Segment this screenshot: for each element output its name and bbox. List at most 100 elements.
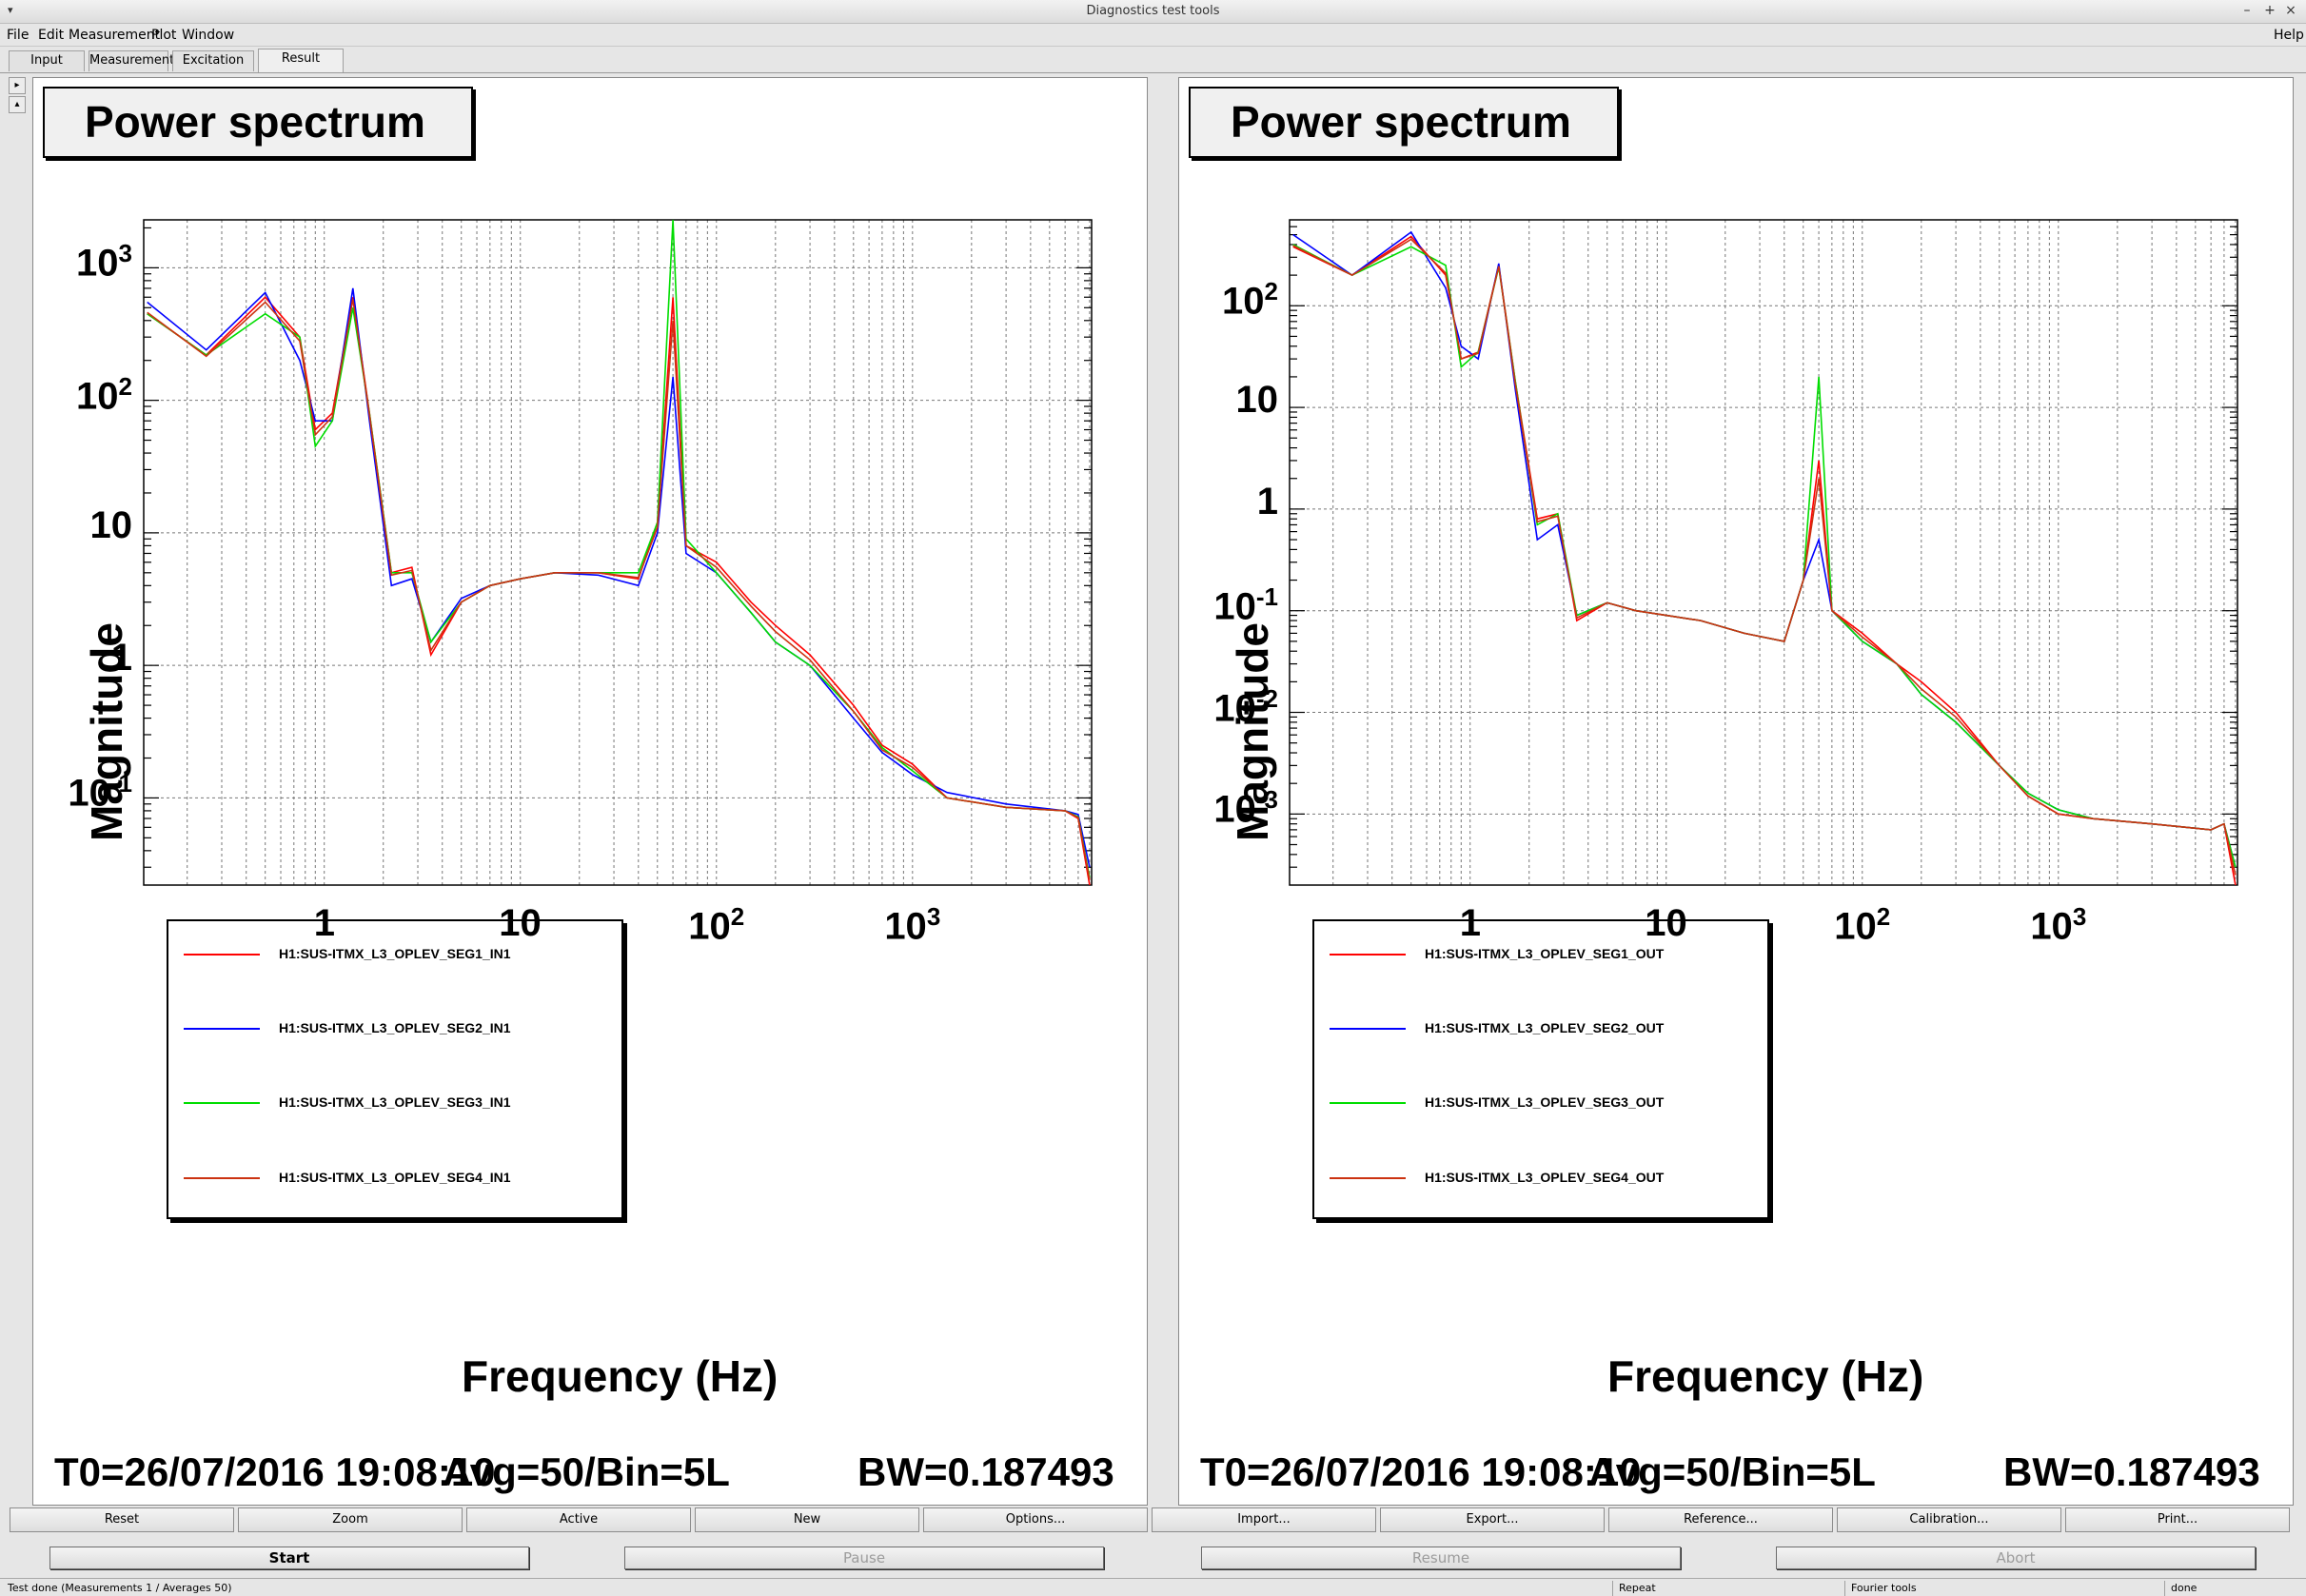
footer-avg: Avg=50/Bin=5L [443,1449,730,1494]
y-tick-label: 1 [110,637,132,680]
legend-swatch [1330,1028,1406,1030]
pad-scroll-right-icon[interactable]: ▸ [9,77,26,94]
spectrum-plot-right[interactable] [1179,78,2295,1507]
print-button[interactable]: Print... [2065,1507,2290,1532]
plot-title: Power spectrum [43,87,473,158]
x-tick-label: 10 [1645,902,1687,944]
footer-bw: BW=0.187493 [2003,1449,2260,1494]
window-title: Diagnostics test tools [1086,4,1220,18]
new-button[interactable]: New [695,1507,919,1532]
tab-result[interactable]: Result [258,49,344,72]
series-line [1292,238,2237,876]
legend-label: H1:SUS-ITMX_L3_OPLEV_SEG4_IN1 [279,1170,511,1185]
x-tick-label: 1 [1459,902,1481,944]
legend-swatch [184,1177,260,1179]
series-line [1292,230,2237,868]
pause-button[interactable]: Pause [624,1547,1104,1569]
menu-edit[interactable]: Edit [38,28,65,43]
maximize-icon[interactable]: + [2264,3,2276,18]
y-tick-label: 1 [1256,480,1278,522]
status-bar: Test done (Measurements 1 / Averages 50)… [0,1578,2306,1596]
legend-item: H1:SUS-ITMX_L3_OPLEV_SEG2_IN1 [168,1015,621,1043]
active-button[interactable]: Active [466,1507,691,1532]
footer-t0: T0=26/07/2016 19:08:10 [54,1449,496,1494]
plot-grid [144,220,1092,885]
import-button[interactable]: Import... [1152,1507,1376,1532]
y-axis-title: Magnitude [82,622,131,841]
resume-button[interactable]: Resume [1201,1547,1681,1569]
window-menu-icon[interactable]: ▾ [8,4,13,16]
legend[interactable]: H1:SUS-ITMX_L3_OPLEV_SEG1_IN1 H1:SUS-ITM… [167,919,623,1219]
plot-frame [143,219,1093,886]
plot-panel-right[interactable]: Power spectrum Magnitude Frequency (Hz) … [1178,77,2294,1506]
status-fourier: Fourier tools [1844,1581,2162,1596]
legend-swatch [1330,1177,1406,1179]
tab-excitation[interactable]: Excitation [172,50,254,71]
footer-avg: Avg=50/Bin=5L [1588,1449,1876,1494]
legend-item: H1:SUS-ITMX_L3_OPLEV_SEG2_OUT [1314,1015,1767,1043]
legend[interactable]: H1:SUS-ITMX_L3_OPLEV_SEG1_OUT H1:SUS-ITM… [1312,919,1769,1219]
options-button[interactable]: Options... [923,1507,1148,1532]
start-button[interactable]: Start [49,1547,529,1569]
series-line [1292,235,2237,885]
status-message: Test done (Measurements 1 / Averages 50) [8,1582,232,1594]
reference-button[interactable]: Reference... [1608,1507,1833,1532]
spectrum-plot-left[interactable] [33,78,1149,1507]
legend-label: H1:SUS-ITMX_L3_OPLEV_SEG3_IN1 [279,1094,511,1110]
legend-label: H1:SUS-ITMX_L3_OPLEV_SEG1_IN1 [279,946,511,961]
series-line [147,296,1091,885]
menu-bar: File Edit Measurement Plot Window Help [0,24,2306,47]
y-tick-label: 10-3 [1213,785,1278,831]
minimize-icon[interactable]: – [2243,3,2251,18]
x-tick-label: 102 [1834,902,1891,948]
pad-scroll-up-icon[interactable]: ▴ [9,96,26,113]
legend-swatch [184,954,260,956]
x-axis-title: Frequency (Hz) [462,1351,779,1401]
y-tick-label: 102 [1222,277,1278,323]
pad-splitter[interactable] [1150,77,1176,1506]
x-tick-label: 10 [499,902,542,944]
menu-help[interactable]: Help [2274,28,2304,43]
y-tick-label: 10 [89,503,133,546]
legend-label: H1:SUS-ITMX_L3_OPLEV_SEG1_OUT [1425,946,1665,961]
plot-toolbar: Reset Zoom Active New Options... Import.… [0,1507,2306,1534]
legend-label: H1:SUS-ITMX_L3_OPLEV_SEG3_OUT [1425,1094,1665,1110]
export-button[interactable]: Export... [1380,1507,1605,1532]
y-tick-label: 103 [76,239,132,285]
series-line [147,287,1091,868]
tab-measurement[interactable]: Measurement [89,50,174,71]
legend-item: H1:SUS-ITMX_L3_OPLEV_SEG4_OUT [1314,1164,1767,1192]
plot-panel-left[interactable]: Power spectrum Magnitude Frequency (Hz) … [32,77,1148,1506]
plot-grid [1290,220,2237,885]
y-tick-label: 10-1 [68,769,132,815]
tab-input[interactable]: Input [9,50,85,71]
menu-plot[interactable]: Plot [151,28,177,43]
legend-item: H1:SUS-ITMX_L3_OPLEV_SEG3_IN1 [168,1089,621,1117]
plot-frame [1289,219,2238,886]
menu-file[interactable]: File [7,28,30,43]
menu-window[interactable]: Window [182,28,235,43]
legend-label: H1:SUS-ITMX_L3_OPLEV_SEG2_IN1 [279,1020,511,1035]
y-tick-label: 102 [76,371,132,417]
close-icon[interactable]: × [2285,3,2296,18]
legend-swatch [184,1028,260,1030]
legend-item: H1:SUS-ITMX_L3_OPLEV_SEG3_OUT [1314,1089,1767,1117]
abort-button[interactable]: Abort [1776,1547,2256,1569]
reset-button[interactable]: Reset [10,1507,234,1532]
footer-t0: T0=26/07/2016 19:08:10 [1200,1449,1642,1494]
legend-swatch [1330,1102,1406,1104]
zoom-button[interactable]: Zoom [238,1507,463,1532]
control-bar: Start Pause Resume Abort [0,1542,2306,1574]
menu-measurement[interactable]: Measurement [69,28,161,43]
legend-swatch [1330,954,1406,956]
status-repeat: Repeat [1612,1581,1843,1596]
calibration-button[interactable]: Calibration... [1837,1507,2061,1532]
status-state: done [2164,1581,2303,1596]
x-tick-label: 102 [688,902,745,948]
legend-item: H1:SUS-ITMX_L3_OPLEV_SEG4_IN1 [168,1164,621,1192]
y-tick-label: 10-2 [1213,683,1278,729]
legend-label: H1:SUS-ITMX_L3_OPLEV_SEG4_OUT [1425,1170,1665,1185]
x-tick-label: 1 [313,902,335,944]
series-line [147,299,1091,880]
main-tabs: Input Measurement Excitation Result [0,48,2306,73]
